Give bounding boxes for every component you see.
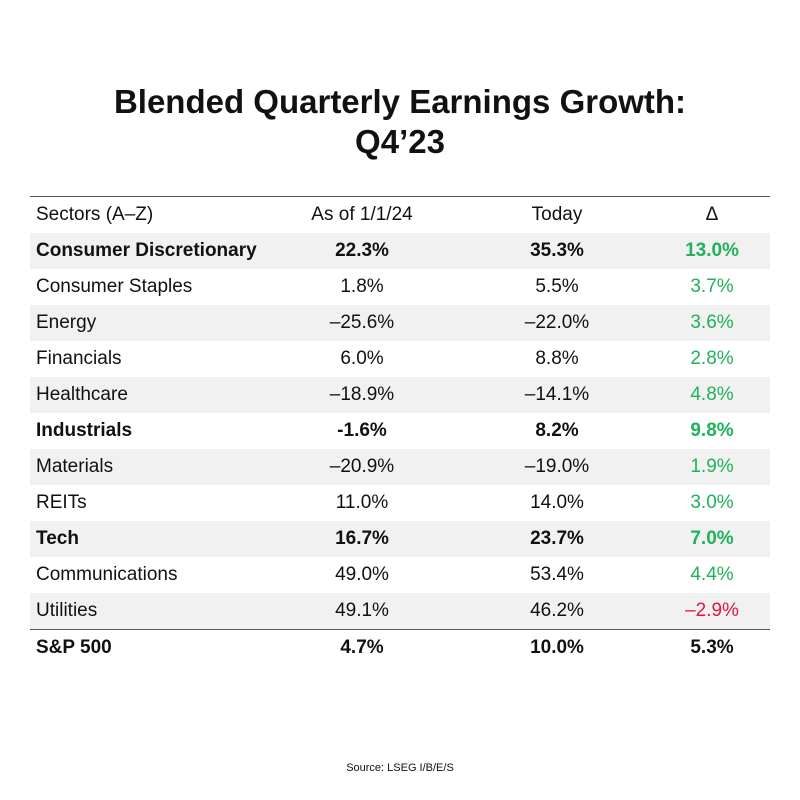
table-header: Sectors (A–Z) As of 1/1/24 Today Δ (30, 196, 770, 233)
delta-cell: 1.9% (690, 456, 734, 477)
as-of-cell: 22.3% (335, 240, 389, 261)
table-row: Utilities 49.1% 46.2% –2.9% (30, 593, 770, 629)
delta-cell: 3.7% (690, 276, 734, 297)
header-as-of: As of 1/1/24 (311, 204, 413, 225)
table-row: Industrials -1.6% 8.2% 9.8% (30, 413, 770, 449)
delta-cell: 4.4% (690, 564, 734, 585)
delta-cell: 4.8% (690, 384, 734, 405)
today-cell: 5.5% (535, 276, 579, 297)
today-cell: 53.4% (530, 564, 584, 585)
sector-cell: Materials (36, 456, 114, 477)
table-row: Financials 6.0% 8.8% 2.8% (30, 341, 770, 377)
as-of-cell: –18.9% (329, 384, 395, 405)
sector-cell: REITs (36, 492, 87, 513)
header-sectors: Sectors (A–Z) (36, 204, 154, 225)
today-cell: –22.0% (524, 312, 590, 333)
sector-cell: Utilities (36, 600, 98, 621)
as-of-cell: 1.8% (340, 276, 384, 297)
as-of-cell: -1.6% (337, 420, 387, 441)
delta-cell: 2.8% (690, 348, 734, 369)
as-of-cell: 16.7% (335, 528, 389, 549)
as-of-cell: 49.1% (335, 600, 389, 621)
delta-cell: 3.0% (690, 492, 734, 513)
table-row: Consumer Staples 1.8% 5.5% 3.7% (30, 269, 770, 305)
delta-cell: 7.0% (690, 528, 734, 549)
table-row: Tech 16.7% 23.7% 7.0% (30, 521, 770, 557)
total-as-of: 4.7% (340, 637, 384, 658)
today-cell: 8.8% (535, 348, 579, 369)
delta-cell: 9.8% (690, 420, 734, 441)
title-line-1: Blended Quarterly Earnings Growth: (113, 83, 687, 120)
today-cell: –14.1% (524, 384, 590, 405)
earnings-table: Sectors (A–Z) As of 1/1/24 Today Δ Consu… (30, 196, 770, 666)
table-row: Materials –20.9% –19.0% 1.9% (30, 449, 770, 485)
total-row: S&P 500 4.7% 10.0% 5.3% (30, 629, 770, 666)
delta-cell: 13.0% (685, 240, 739, 261)
today-cell: –19.0% (524, 456, 590, 477)
today-cell: 14.0% (530, 492, 584, 513)
sector-cell: Tech (36, 528, 79, 549)
table-row: Communications 49.0% 53.4% 4.4% (30, 557, 770, 593)
sector-cell: Energy (36, 312, 97, 333)
header-delta: Δ (705, 204, 719, 225)
today-cell: 8.2% (535, 420, 579, 441)
delta-cell: 3.6% (690, 312, 734, 333)
sector-cell: Healthcare (36, 384, 128, 405)
as-of-cell: 49.0% (335, 564, 389, 585)
header-today: Today (531, 204, 583, 225)
sector-cell: Consumer Staples (36, 276, 193, 297)
sector-cell: Consumer Discretionary (36, 240, 257, 261)
as-of-cell: 11.0% (335, 492, 389, 513)
today-cell: 35.3% (530, 240, 584, 261)
table-row: REITs 11.0% 14.0% 3.0% (30, 485, 770, 521)
delta-cell: –2.9% (685, 600, 739, 621)
table-row: Healthcare –18.9% –14.1% 4.8% (30, 377, 770, 413)
as-of-cell: –25.6% (329, 312, 395, 333)
total-delta: 5.3% (690, 637, 734, 658)
as-of-cell: –20.9% (329, 456, 395, 477)
as-of-cell: 6.0% (340, 348, 384, 369)
sector-cell: Industrials (36, 420, 133, 441)
source-note: Source: LSEG I/B/E/S (346, 762, 454, 774)
sector-cell: Communications (36, 564, 178, 585)
table-row: Consumer Discretionary 22.3% 35.3% 13.0% (30, 233, 770, 269)
today-cell: 23.7% (530, 528, 584, 549)
sector-cell: Financials (36, 348, 122, 369)
total-sector: S&P 500 (36, 637, 112, 658)
title-line-2: Q4’23 (355, 123, 445, 160)
today-cell: 46.2% (530, 600, 584, 621)
chart-title: Blended Quarterly Earnings Growth: Q4’23 (0, 82, 800, 162)
total-today: 10.0% (530, 637, 584, 658)
table-row: Energy –25.6% –22.0% 3.6% (30, 305, 770, 341)
